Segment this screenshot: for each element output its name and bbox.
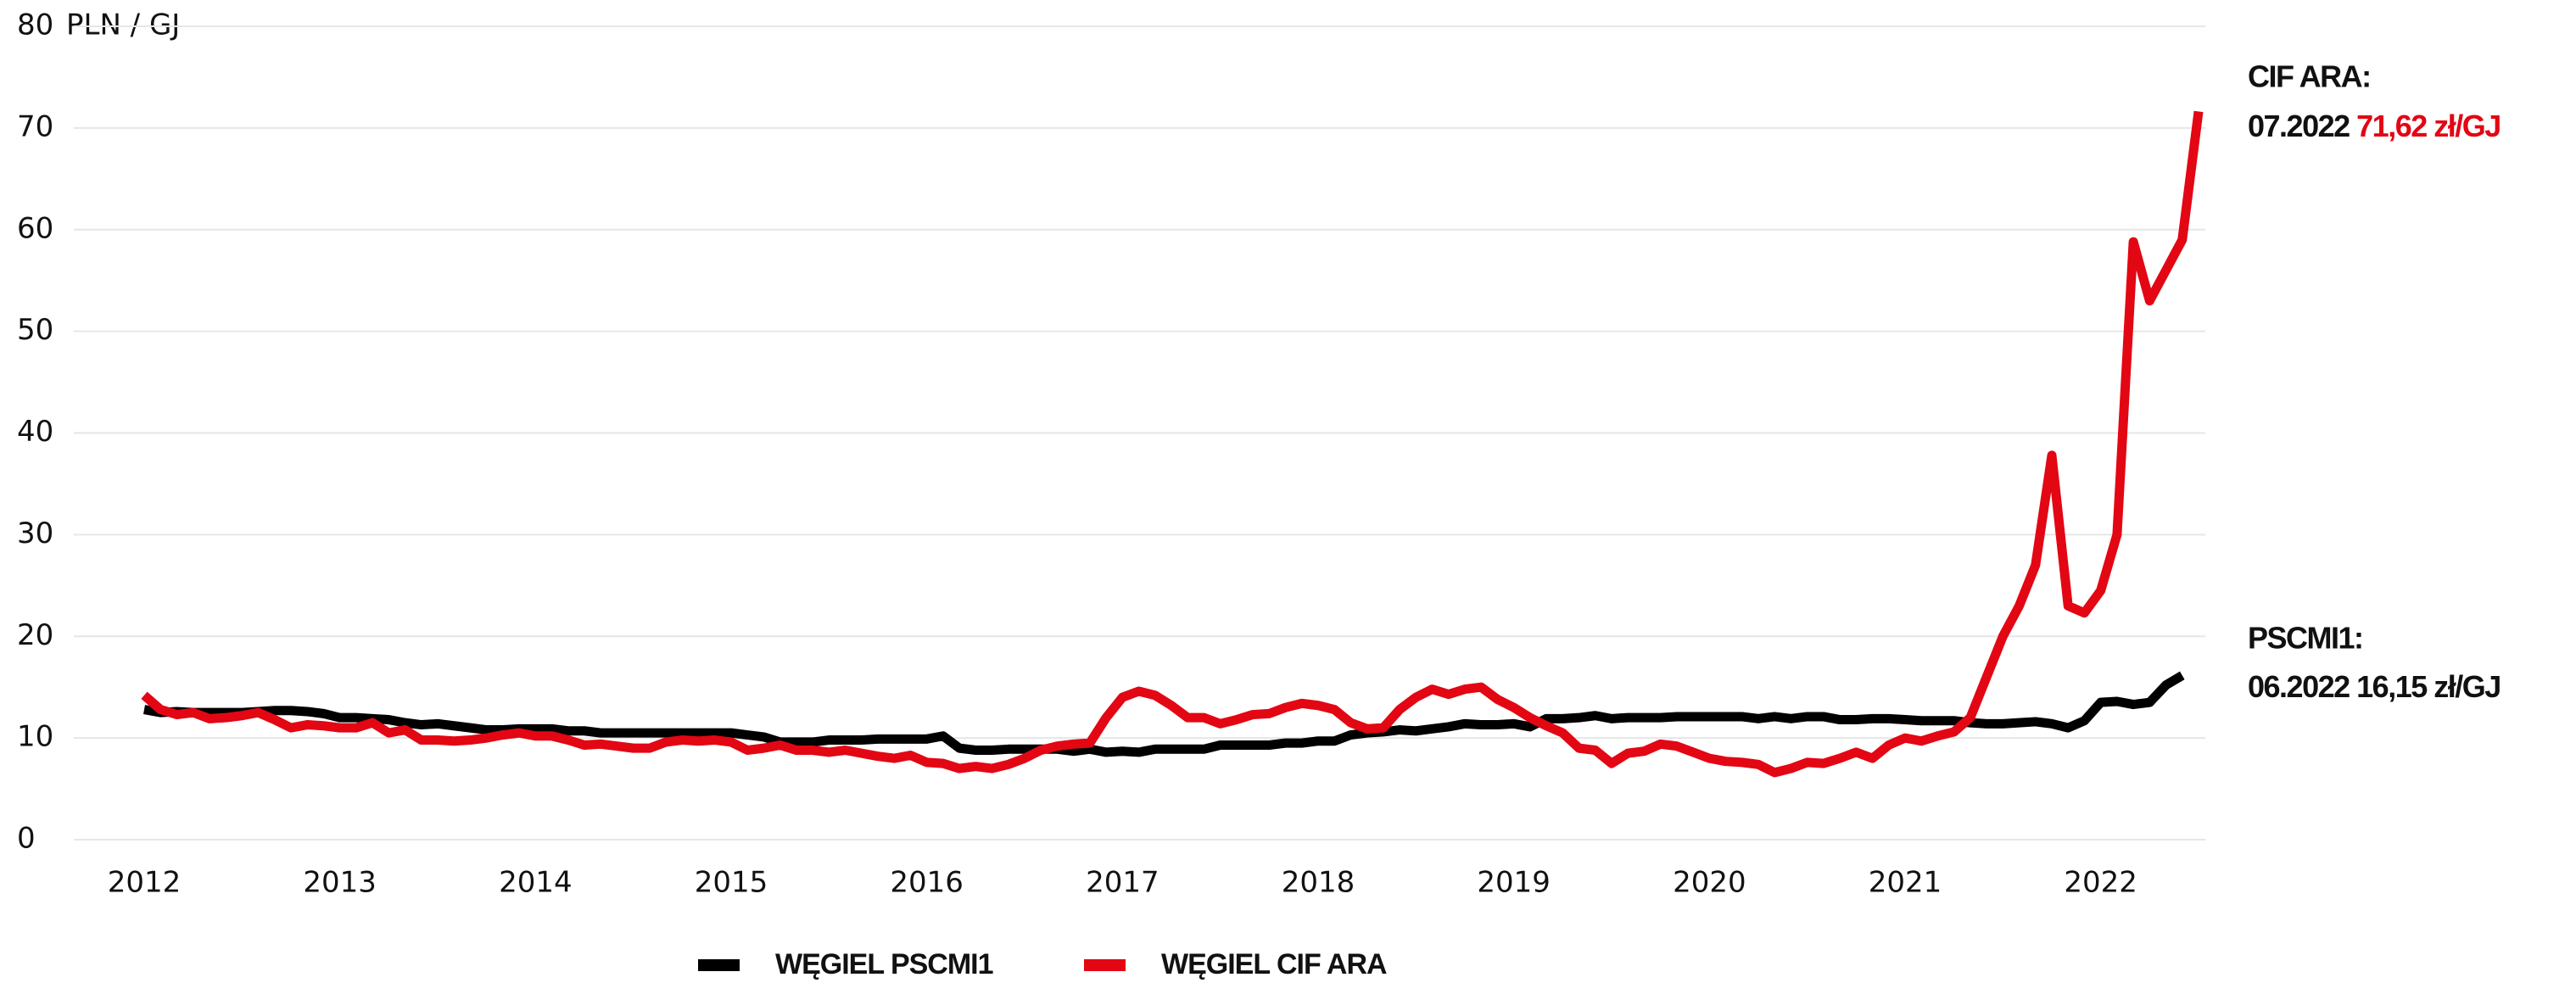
x-tick-label: 2019 xyxy=(1477,866,1551,900)
x-tick-label: 2013 xyxy=(303,866,377,900)
legend-label: WĘGIEL CIF ARA xyxy=(1161,948,1387,980)
y-tick-label: 10 xyxy=(17,720,53,754)
annotation-title: CIF ARA: xyxy=(2248,59,2371,94)
annotation-date: 06.2022 xyxy=(2248,669,2350,704)
annotation-line: 06.2022 16,15 zł/GJ xyxy=(2248,669,2501,704)
x-tick-label: 2020 xyxy=(1673,866,1746,900)
x-tick-label: 2022 xyxy=(2064,866,2137,900)
x-tick-label: 2012 xyxy=(108,866,182,900)
legend-label: WĘGIEL PSCMI1 xyxy=(775,948,993,980)
x-tick-label: 2018 xyxy=(1282,866,1355,900)
x-tick-label: 2015 xyxy=(695,866,768,900)
annotation-value: 16,15 zł/GJ xyxy=(2356,669,2501,704)
x-tick-label: 2014 xyxy=(499,866,573,900)
series-line xyxy=(141,110,2204,778)
y-tick-label: 80 xyxy=(17,8,53,42)
legend-swatch xyxy=(1084,959,1126,971)
y-axis-label: PLN / GJ xyxy=(66,8,180,42)
x-tick-label: 2017 xyxy=(1086,866,1159,900)
annotation-value: 71,62 zł/GJ xyxy=(2356,109,2501,143)
annotation-date: 07.2022 xyxy=(2248,109,2350,143)
y-tick-label: 0 xyxy=(17,822,36,856)
x-tick-label: 2016 xyxy=(890,866,964,900)
y-tick-label: 20 xyxy=(17,618,53,652)
annotation-title: PSCMI1: xyxy=(2248,621,2363,656)
y-tick-label: 70 xyxy=(17,109,53,143)
y-tick-label: 50 xyxy=(17,313,53,347)
x-tick-label: 2021 xyxy=(1869,866,1942,900)
legend-swatch xyxy=(698,959,740,971)
y-tick-label: 60 xyxy=(17,211,53,245)
y-tick-label: 40 xyxy=(17,415,53,449)
y-tick-label: 30 xyxy=(17,517,53,550)
annotation-line: 07.2022 71,62 zł/GJ xyxy=(2248,109,2501,143)
series-line xyxy=(142,671,2185,757)
